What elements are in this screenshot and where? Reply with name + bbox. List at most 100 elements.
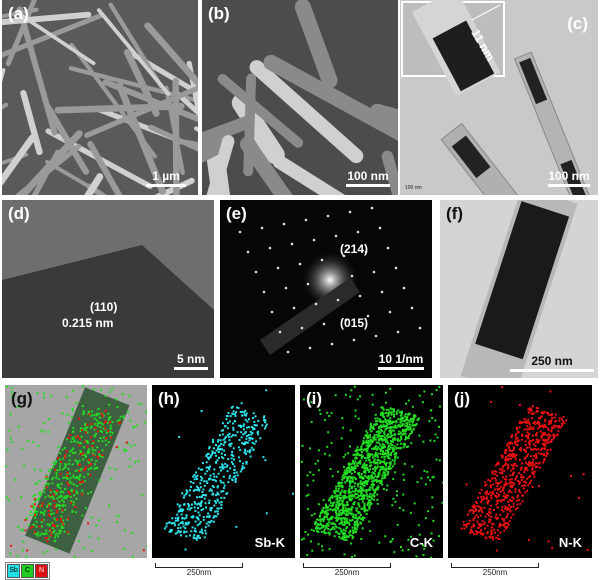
eds-dot — [324, 524, 327, 527]
eds-dot — [20, 496, 23, 499]
eds-dot — [490, 531, 493, 534]
eds-dot — [210, 519, 213, 522]
eds-dot — [341, 481, 344, 484]
eds-dot — [335, 498, 338, 501]
eds-dot — [88, 448, 91, 451]
eds-dot — [379, 443, 382, 446]
panel-c-tem: 11 nm (c) 100 nm 100 nm — [400, 0, 598, 195]
eds-dot — [189, 489, 192, 492]
eds-dot — [527, 418, 530, 421]
eds-dot — [355, 520, 358, 523]
diffraction-spot — [394, 266, 398, 270]
eds-dot — [502, 464, 505, 467]
eds-dot — [393, 462, 396, 465]
eds-dot — [86, 423, 89, 426]
eds-dot — [92, 452, 95, 455]
eds-dot — [80, 435, 83, 438]
eds-dot — [375, 488, 378, 491]
eds-dot — [378, 541, 381, 544]
eds-dot — [70, 500, 73, 503]
eds-dot — [205, 461, 208, 464]
eds-dot — [529, 482, 532, 485]
eds-dot — [317, 503, 320, 506]
eds-dot — [498, 525, 501, 528]
eds-dot — [37, 445, 40, 448]
eds-dot — [346, 536, 349, 539]
eds-dot — [354, 449, 357, 452]
eds-dot — [351, 506, 354, 509]
eds-dot — [506, 463, 509, 466]
eds-dot — [84, 427, 87, 430]
eds-dot — [330, 522, 333, 525]
eds-dot — [33, 503, 36, 506]
eds-dot — [402, 493, 405, 496]
eds-dot — [510, 481, 513, 484]
eds-dot — [39, 493, 42, 496]
eds-dot — [78, 437, 81, 440]
eds-dot — [512, 454, 515, 457]
eds-dot — [496, 474, 499, 477]
eds-dot — [507, 447, 510, 450]
eds-dot — [215, 461, 218, 464]
eds-dot — [323, 512, 326, 515]
legend-c: C — [21, 564, 34, 578]
eds-dot — [344, 491, 347, 494]
eds-dot — [381, 411, 384, 414]
eds-dot — [46, 523, 49, 526]
eds-dot — [345, 510, 348, 513]
eds-dot — [538, 461, 541, 464]
eds-dot — [342, 507, 345, 510]
eds-dot — [310, 420, 313, 423]
eds-dot — [405, 428, 408, 431]
eds-dot — [57, 446, 60, 449]
eds-dot — [57, 485, 60, 488]
eds-dot — [119, 421, 122, 424]
eds-dot — [197, 518, 200, 521]
eds-dot — [62, 468, 65, 471]
eds-dot — [116, 405, 119, 408]
eds-dot — [412, 419, 415, 422]
eds-dot — [185, 516, 188, 519]
eds-dot — [71, 389, 74, 392]
eds-dot — [353, 524, 356, 527]
eds-dot — [334, 516, 337, 519]
eds-dot — [330, 528, 333, 531]
eds-dot — [375, 478, 378, 481]
eds-dot — [363, 484, 366, 487]
eds-dot — [55, 489, 58, 492]
eds-dot — [242, 423, 245, 426]
nanorod — [2, 12, 104, 58]
eds-dot — [508, 453, 511, 456]
eds-dot — [502, 510, 505, 513]
eds-dot — [321, 518, 324, 521]
eds-dot — [525, 434, 528, 437]
eds-dot — [66, 471, 69, 474]
eds-dot — [368, 505, 371, 508]
eds-dot — [220, 490, 223, 493]
eds-dot — [405, 422, 408, 425]
eds-dot — [51, 482, 54, 485]
eds-dot — [64, 456, 67, 459]
eds-dot — [349, 482, 352, 485]
eds-dot — [380, 481, 383, 484]
eds-dot — [108, 416, 111, 419]
eds-dot — [475, 532, 478, 535]
eds-dot — [68, 472, 71, 475]
diffraction-spot — [418, 326, 422, 330]
eds-dot — [473, 516, 476, 519]
eds-dot — [586, 548, 589, 551]
eds-dot — [200, 500, 203, 503]
eds-dot — [208, 489, 211, 492]
eds-dot — [330, 496, 333, 499]
eds-dot — [402, 443, 405, 446]
eds-dot — [170, 529, 173, 532]
eds-dot — [324, 532, 327, 535]
eds-dot — [137, 460, 140, 463]
eds-dot — [344, 471, 347, 474]
eds-dot — [331, 494, 334, 497]
eds-dot — [350, 512, 353, 515]
eds-dot — [519, 448, 522, 451]
eds-dot — [514, 488, 517, 491]
eds-dot — [90, 422, 93, 425]
eds-dot — [306, 508, 309, 511]
